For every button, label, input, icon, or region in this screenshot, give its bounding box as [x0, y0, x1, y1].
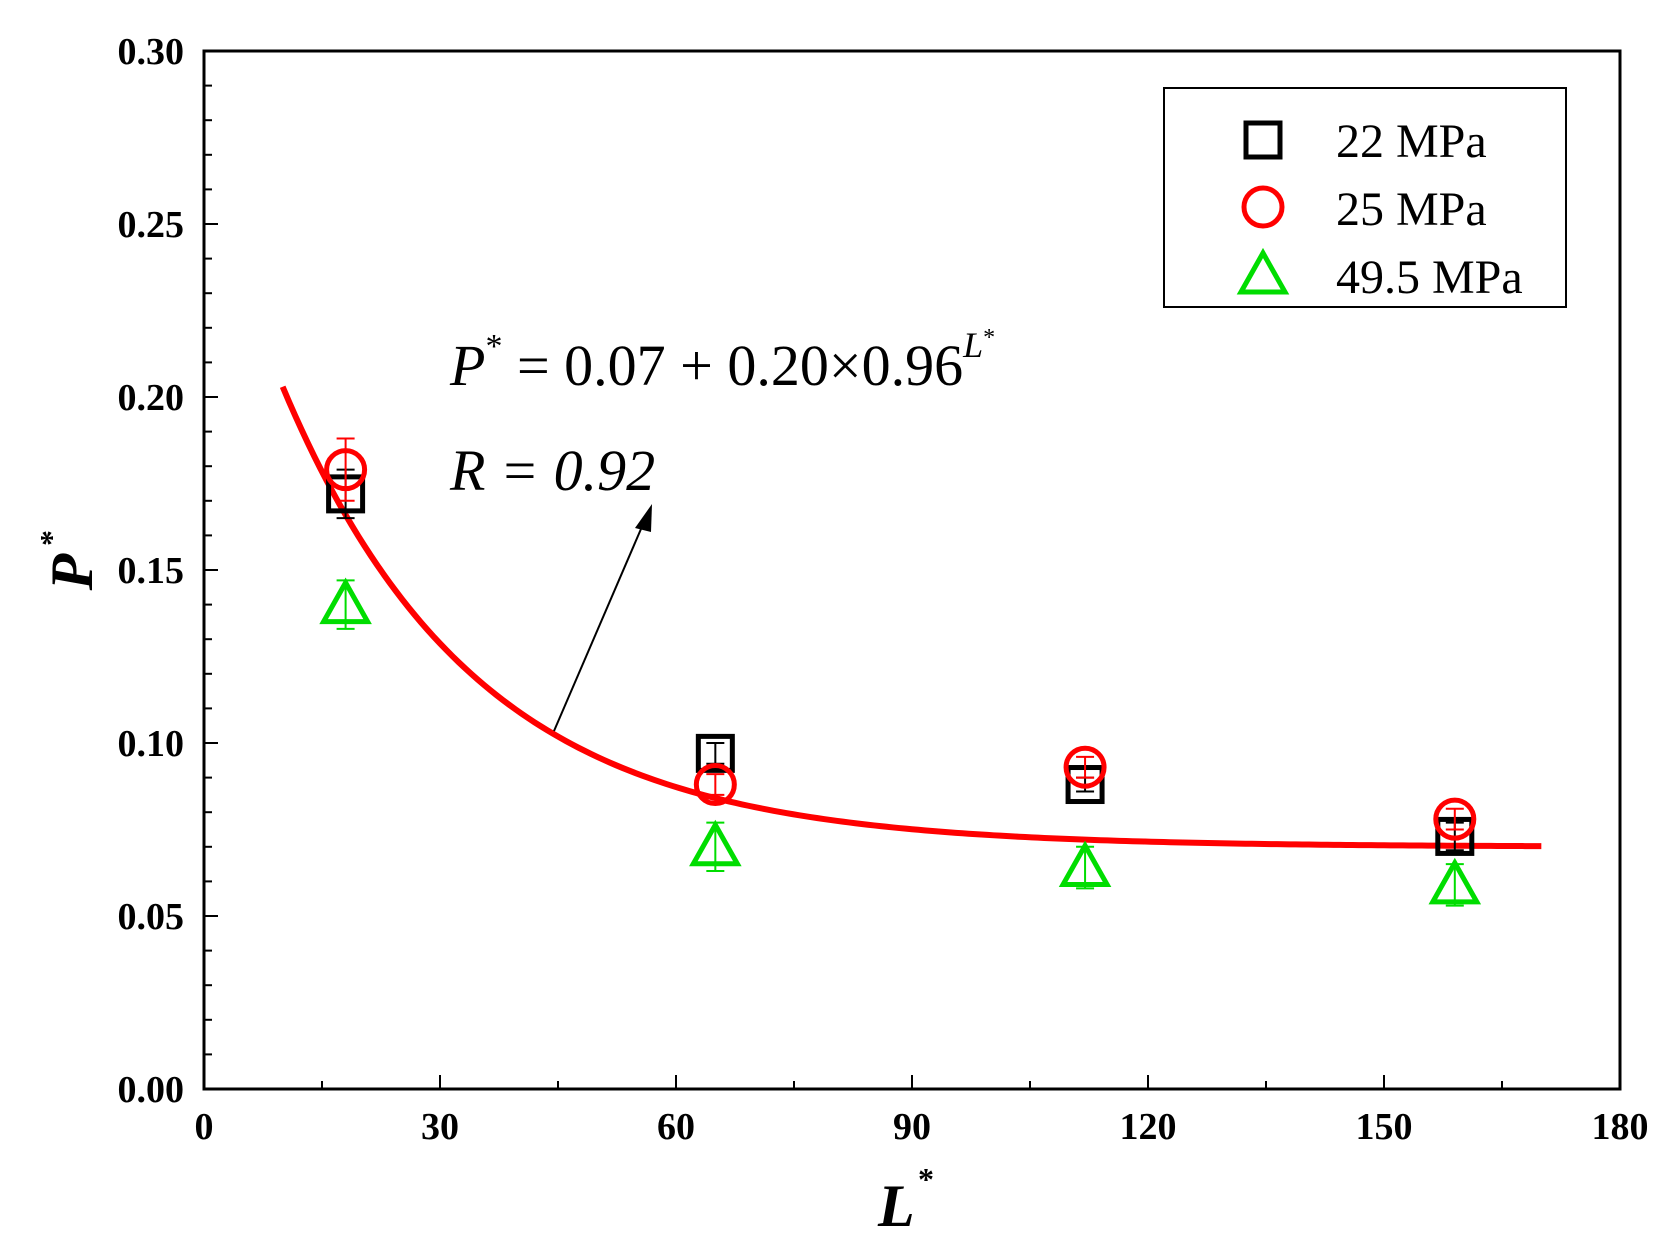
data-point-triangle: [1428, 857, 1482, 905]
y-tick-label: 0.00: [118, 1069, 185, 1111]
x-tick-label: 150: [1356, 1106, 1413, 1148]
data-point-circle: [1063, 745, 1107, 789]
legend-marker-square: [1243, 120, 1283, 160]
equation-lhs: P: [449, 333, 485, 398]
legend-markers: [1236, 120, 1290, 295]
x-tick-label: 0: [195, 1106, 214, 1148]
y-tick-label: 0.30: [118, 31, 185, 73]
plot-frame: [202, 49, 1622, 1091]
y-tick-label: 0.15: [118, 550, 185, 592]
data-point-triangle: [1058, 840, 1112, 888]
equation-rhs: = 0.07 + 0.20×0.96: [502, 333, 963, 398]
x-tick-label: 90: [893, 1106, 931, 1148]
legend: 22 MPa 25 MPa 49.5 MPa: [1163, 87, 1567, 308]
y-tick-label: 0.05: [118, 896, 185, 938]
legend-label-25mpa: 25 MPa: [1336, 183, 1487, 236]
y-tick-label: 0.20: [118, 377, 185, 419]
y-axis-title: P *: [33, 530, 105, 591]
axis-ticks: 0 30 60 90 120 150 180 0.00 0.05 0.10 0.15 0.20 0.25…: [118, 31, 1649, 1148]
data-point-square: [695, 733, 735, 773]
y-tick-label: 0.25: [118, 204, 185, 246]
fit-equation: P* = 0.07 + 0.20×0.96L*: [449, 325, 995, 398]
y-axis-label-sup: *: [33, 530, 69, 546]
x-axis-label-sup: *: [918, 1161, 934, 1197]
x-tick-label: 30: [421, 1106, 459, 1148]
x-tick-label: 180: [1592, 1106, 1649, 1148]
y-tick-label: 0.10: [118, 723, 185, 765]
equation-exp: L: [962, 325, 983, 365]
legend-box: [1163, 87, 1567, 308]
equation-exp-sup: *: [983, 325, 995, 351]
annotation-arrow-head: [635, 504, 652, 532]
data-point-circle: [1433, 797, 1477, 841]
equation-lhs-sup: *: [485, 328, 502, 365]
data-point-circle: [693, 763, 737, 807]
fit-r-value: R = 0.92: [449, 438, 655, 503]
fit-annotation: P* = 0.07 + 0.20×0.96L* R = 0.92: [449, 325, 995, 732]
legend-label-49-5mpa: 49.5 MPa: [1336, 251, 1523, 304]
x-axis-title: L *: [877, 1161, 934, 1239]
legend-marker-circle: [1241, 185, 1285, 229]
data-point-circle: [324, 448, 368, 492]
fit-curve-layer: [279, 385, 1542, 850]
x-axis-label: L: [877, 1173, 915, 1239]
data-points-layer: [319, 437, 1482, 907]
data-point-triangle: [319, 577, 372, 625]
y-axis-label: P: [39, 552, 105, 591]
x-tick-label: 60: [657, 1106, 695, 1148]
legend-marker-triangle: [1236, 247, 1290, 295]
annotation-arrow-line: [553, 521, 645, 732]
legend-label-22mpa: 22 MPa: [1336, 115, 1487, 168]
data-point-triangle: [689, 819, 742, 867]
x-tick-label: 120: [1120, 1106, 1177, 1148]
fit-curve: [279, 385, 1542, 850]
